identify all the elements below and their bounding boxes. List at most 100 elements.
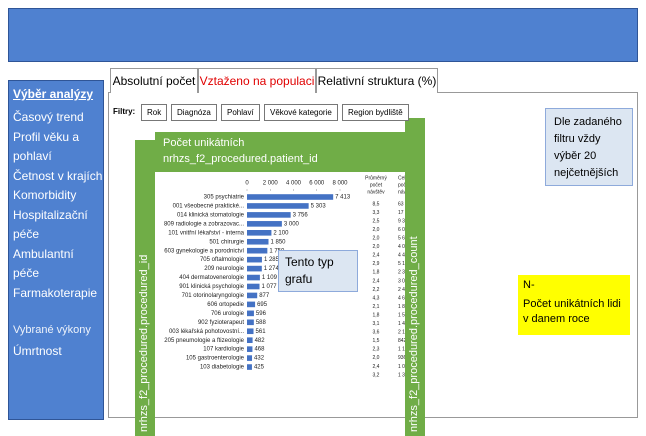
bar xyxy=(247,364,252,370)
y-tick-label: 706 urologie xyxy=(211,311,245,317)
yellow-title: N- xyxy=(523,279,535,291)
table-cell: 2,4 xyxy=(373,364,380,370)
table-cell: 2,3 xyxy=(373,347,380,353)
value-label: 3 000 xyxy=(284,221,300,227)
table-cell: 4 45 xyxy=(398,253,405,259)
value-label: 1 274 xyxy=(264,266,280,272)
bar xyxy=(247,203,309,209)
table-cell: 1 03 xyxy=(398,364,405,370)
table-header: Celkový xyxy=(398,175,405,181)
table-cell: 3 05 xyxy=(398,278,405,284)
table-cell: 8,5 xyxy=(373,201,380,207)
bar xyxy=(247,230,272,236)
menu-gap xyxy=(13,303,103,320)
table-cell: 4 63 xyxy=(398,295,405,301)
filter-button[interactable]: Diagnóza xyxy=(171,104,217,121)
value-label: 425 xyxy=(254,365,265,371)
filter-button[interactable]: Věkové kategorie xyxy=(264,104,338,121)
columns-field: nrhzs_f2_procedured.procedured_count xyxy=(408,236,420,432)
value-label: 3 756 xyxy=(293,212,309,218)
menu-item[interactable]: Komorbidity xyxy=(13,188,77,202)
y-tick-label: 404 dermatovenerologie xyxy=(179,275,244,281)
value-label: 1 109 xyxy=(262,275,278,281)
y-tick-label: 501 chirurgie xyxy=(209,239,244,245)
table-header: Průměrný xyxy=(365,174,387,181)
filter-button[interactable]: Pohlaví xyxy=(221,104,260,121)
value-label: 2 100 xyxy=(273,230,289,236)
table-cell: 3,3 xyxy=(373,210,380,216)
yellow-note: N- Počet unikátních lidi v danem roce xyxy=(518,275,630,335)
menu-item[interactable]: Časový trend xyxy=(13,110,84,124)
y-tick-label: 105 gastroenterologie xyxy=(186,356,245,362)
y-tick-label: 103 diabetologie xyxy=(200,365,245,371)
menu-item[interactable]: Hospitalizační péče xyxy=(13,207,88,242)
table-cell: 2,0 xyxy=(373,244,380,250)
menu-item[interactable]: Profil věku a pohlaví xyxy=(13,129,80,164)
header-banner xyxy=(8,8,638,62)
bar xyxy=(247,337,253,343)
menu-item[interactable]: Ambulantní péče xyxy=(13,246,74,281)
table-cell: 6 00 xyxy=(398,227,405,233)
filter-note: Dle zadaného filtru vždy výběr 20 nejčet… xyxy=(545,108,633,186)
y-tick-label: 001 všeobecné praktické... xyxy=(173,204,245,210)
table-cell: 2,9 xyxy=(373,261,380,267)
value-label: 588 xyxy=(256,320,267,326)
bar xyxy=(247,256,262,263)
value-label: 877 xyxy=(259,293,270,299)
rows-field-bar: nrhzs_f2_procedured.procedured_id xyxy=(135,140,155,436)
value-label: 561 xyxy=(256,329,267,335)
filter-button[interactable]: Rok xyxy=(141,104,168,121)
table-cell: 2,1 xyxy=(373,304,380,310)
filter-button[interactable]: Region bydliště xyxy=(342,104,409,121)
value-label: 432 xyxy=(254,356,265,362)
menu-item[interactable]: Farmakoterapie xyxy=(13,285,98,300)
table-cell: 5 61 xyxy=(398,236,405,242)
table-header: návštěv xyxy=(398,189,405,195)
table-cell: 2,4 xyxy=(373,253,380,259)
bar xyxy=(247,221,282,227)
table-cell: 1 57 xyxy=(398,312,405,318)
tab[interactable]: Relativní struktura (%) xyxy=(316,68,438,93)
bar xyxy=(247,238,269,245)
table-header: návštěv xyxy=(367,189,385,195)
y-tick-label: 902 fyzioterapeut xyxy=(198,320,244,326)
x-tick-label: 2 000 xyxy=(263,181,279,187)
value-label: 1 750 xyxy=(269,248,285,254)
table-cell: 1,8 xyxy=(373,312,380,318)
table-cell: 1,5 xyxy=(373,338,380,344)
bar xyxy=(247,194,334,200)
table-header: počet xyxy=(398,182,405,188)
table-cell: 63 0 xyxy=(398,201,405,207)
measure-box: Počet unikátních nrhzs_f2_procedured.pati… xyxy=(155,132,405,172)
y-tick-label: 606 ortopedie xyxy=(207,302,244,308)
menu-item[interactable]: Vybrané výkony xyxy=(13,324,91,336)
filters-label: Filtry: xyxy=(113,107,136,116)
measure-field: nrhzs_f2_procedured.patient_id xyxy=(163,153,318,165)
bar xyxy=(247,319,254,326)
x-tick-label: 8 000 xyxy=(332,181,348,187)
table-cell: 2,0 xyxy=(373,227,380,233)
value-label: 695 xyxy=(257,302,268,308)
bar xyxy=(247,274,260,281)
value-label: 1 850 xyxy=(271,239,287,245)
table-cell: 1 46 xyxy=(398,321,405,327)
table-cell: 2 44 xyxy=(398,287,405,293)
table-header: počet xyxy=(370,182,383,188)
table-cell: 2,2 xyxy=(373,287,380,293)
rows-field: nrhzs_f2_procedured.procedured_id xyxy=(138,254,150,432)
y-tick-label: 603 gynekologie a porodnictví xyxy=(164,248,244,254)
value-label: 468 xyxy=(254,347,265,353)
tab[interactable]: Absolutní počet xyxy=(110,68,198,93)
menu-item[interactable]: Úmrtnost xyxy=(13,344,62,358)
table-cell: 5 13 xyxy=(398,261,405,267)
tab[interactable]: Vztaženo na populaci xyxy=(198,68,316,93)
table-cell: 2,0 xyxy=(373,355,380,361)
table-cell: 1 10 xyxy=(398,347,405,353)
y-tick-label: 107 kardiologie xyxy=(203,347,244,353)
columns-field-bar: nrhzs_f2_procedured.procedured_count xyxy=(405,118,425,436)
x-tick-label: 6 000 xyxy=(309,181,325,187)
y-tick-label: 901 klinická psychologie xyxy=(179,284,244,290)
menu-item[interactable]: Četnost v krajích xyxy=(13,168,103,183)
table-cell: 1,8 xyxy=(373,270,380,276)
